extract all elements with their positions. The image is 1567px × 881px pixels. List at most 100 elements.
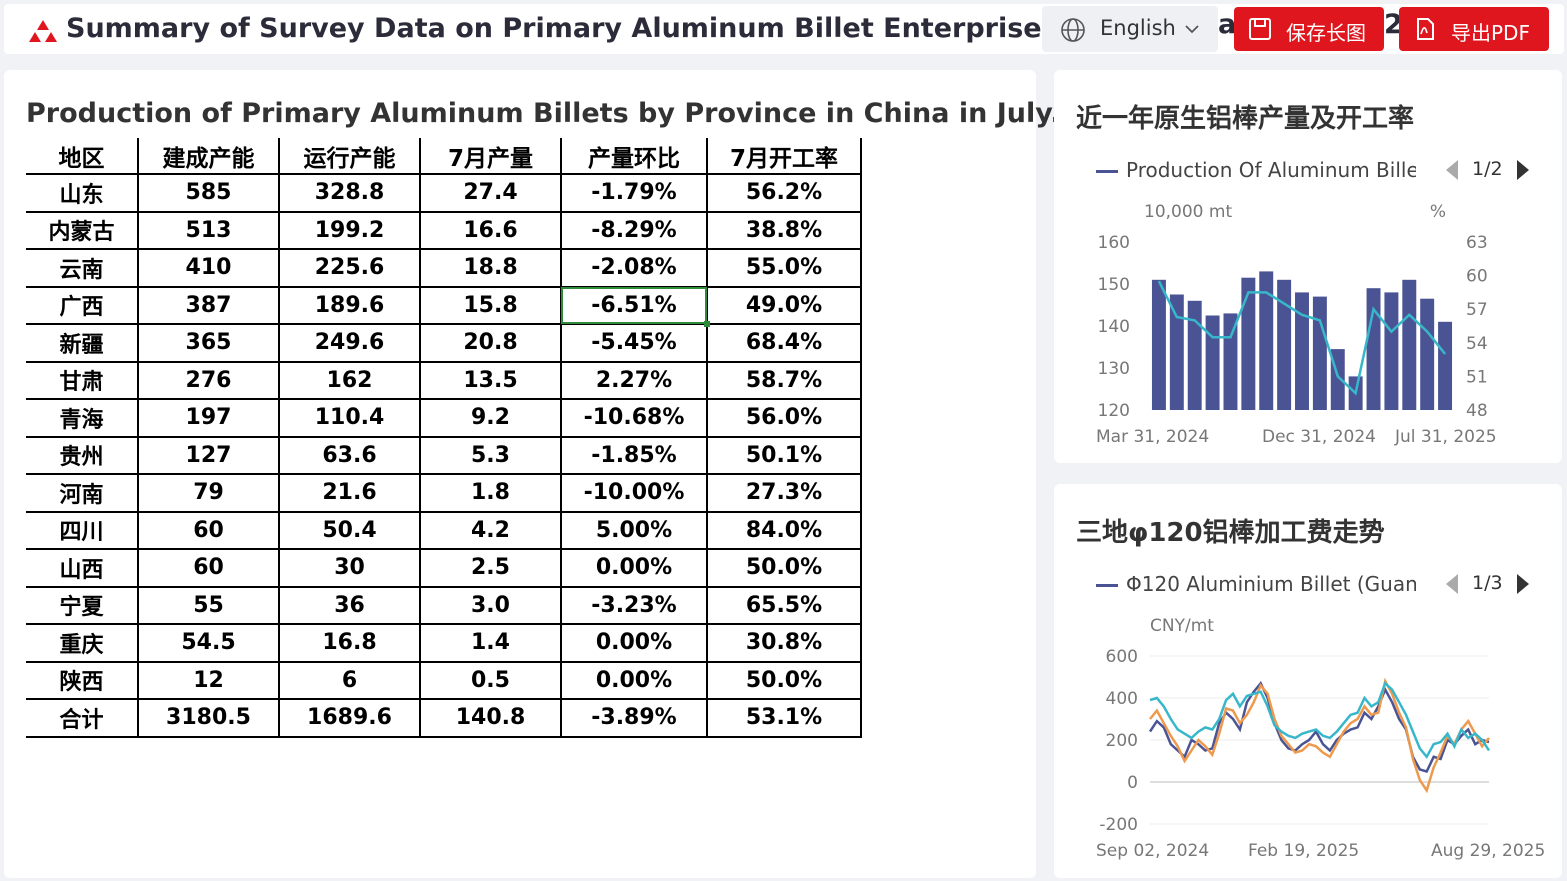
table-cell[interactable]: 276 [138,360,280,399]
table-cell[interactable]: 2.5 [420,548,562,587]
table-cell[interactable]: 56.0% [707,398,862,437]
table-cell[interactable]: 重庆 [26,623,139,662]
table-cell[interactable]: 20.8 [420,323,562,362]
table-cell[interactable]: 27.3% [707,473,862,512]
table-cell[interactable]: 162 [279,360,421,399]
table-cell[interactable]: 3180.5 [138,698,280,738]
table-cell[interactable]: 12 [138,660,280,699]
table-cell[interactable]: 5.00% [561,510,708,549]
table-cell[interactable]: 0.00% [561,623,708,662]
prev-arrow-icon[interactable] [1446,573,1458,594]
table-cell[interactable]: 50.1% [707,435,862,474]
language-selector[interactable]: English [1042,6,1218,52]
table-cell[interactable]: 5.3 [420,435,562,474]
table-cell[interactable]: -3.89% [561,698,708,738]
table-cell[interactable]: 387 [138,285,280,324]
table-cell[interactable]: 15.8 [420,285,562,324]
table-cell[interactable]: 127 [138,435,280,474]
table-cell[interactable]: 合计 [26,698,139,738]
table-cell[interactable]: 0.00% [561,660,708,699]
table-cell[interactable]: 49.0% [707,285,862,324]
table-cell[interactable]: 189.6 [279,285,421,324]
table-cell[interactable]: 13.5 [420,360,562,399]
table-cell[interactable]: 410 [138,248,280,287]
table-cell[interactable]: 1689.6 [279,698,421,738]
table-cell[interactable]: 1.8 [420,473,562,512]
table-cell[interactable]: 60 [138,548,280,587]
table-cell[interactable]: 9.2 [420,398,562,437]
table-cell[interactable]: 16.6 [420,210,562,249]
table-cell[interactable]: 365 [138,323,280,362]
table-cell[interactable]: 56.2% [707,173,862,212]
table-cell[interactable]: 68.4% [707,323,862,362]
table-cell[interactable]: 140.8 [420,698,562,738]
table-cell[interactable]: 16.8 [279,623,421,662]
next-arrow-icon[interactable] [1516,159,1529,180]
table-cell[interactable]: 513 [138,210,280,249]
table-cell[interactable]: 199.2 [279,210,421,249]
table-cell[interactable]: 四川 [26,510,139,549]
table-cell[interactable]: 54.5 [138,623,280,662]
table-cell[interactable]: 2.27% [561,360,708,399]
table-cell[interactable]: 陕西 [26,660,139,699]
table-cell[interactable]: 广西 [26,285,139,324]
table-cell[interactable]: -3.23% [561,585,708,624]
table-cell[interactable]: 53.1% [707,698,862,738]
table-cell[interactable]: 55 [138,585,280,624]
table-cell[interactable]: 38.8% [707,210,862,249]
y-tick-label-left: 120 [1098,401,1130,421]
table-cell[interactable]: 249.6 [279,323,421,362]
table-cell[interactable]: -1.85% [561,435,708,474]
table-cell[interactable]: 36 [279,585,421,624]
table-cell[interactable]: 宁夏 [26,585,139,624]
chart-legend[interactable]: Φ120 Aluminium Billet (Guang [1096,572,1416,596]
table-cell[interactable]: 225.6 [279,248,421,287]
table-cell[interactable]: 110.4 [279,398,421,437]
table-cell[interactable]: 328.8 [279,173,421,212]
table-cell[interactable]: 内蒙古 [26,210,139,249]
table-cell[interactable]: 山西 [26,548,139,587]
table-cell[interactable]: 甘肃 [26,360,139,399]
table-cell[interactable]: 50.0% [707,660,862,699]
table-cell[interactable]: -5.45% [561,323,708,362]
prev-arrow-icon[interactable] [1446,159,1458,180]
table-cell[interactable]: 60 [138,510,280,549]
table-cell[interactable]: 50.0% [707,548,862,587]
table-cell[interactable]: 30 [279,548,421,587]
table-cell[interactable]: 6 [279,660,421,699]
table-cell[interactable]: 新疆 [26,323,139,362]
save-long-image-button[interactable]: 保存长图 [1234,7,1384,51]
table-cell[interactable]: 30.8% [707,623,862,662]
table-cell[interactable]: 山东 [26,173,139,212]
table-cell[interactable]: -1.79% [561,173,708,212]
table-cell[interactable]: 云南 [26,248,139,287]
table-cell[interactable]: 84.0% [707,510,862,549]
table-cell[interactable]: 55.0% [707,248,862,287]
table-cell[interactable]: 0.5 [420,660,562,699]
table-cell[interactable]: 63.6 [279,435,421,474]
table-cell[interactable]: 21.6 [279,473,421,512]
table-cell[interactable]: 79 [138,473,280,512]
table-cell[interactable]: 3.0 [420,585,562,624]
table-cell[interactable]: 27.4 [420,173,562,212]
table-cell[interactable]: -2.08% [561,248,708,287]
table-cell[interactable]: 河南 [26,473,139,512]
table-cell[interactable]: 4.2 [420,510,562,549]
selected-cell[interactable]: -6.51% [561,285,710,327]
table-cell[interactable]: 1.4 [420,623,562,662]
table-cell[interactable]: 65.5% [707,585,862,624]
chart-legend[interactable]: Production Of Aluminum Billet [1096,158,1416,182]
table-cell[interactable]: 18.8 [420,248,562,287]
table-cell[interactable]: -10.00% [561,473,708,512]
table-cell[interactable]: 50.4 [279,510,421,549]
table-cell[interactable]: 58.7% [707,360,862,399]
table-cell[interactable]: 0.00% [561,548,708,587]
next-arrow-icon[interactable] [1516,573,1529,594]
table-cell[interactable]: 585 [138,173,280,212]
table-cell[interactable]: 青海 [26,398,139,437]
table-cell[interactable]: 贵州 [26,435,139,474]
export-pdf-button[interactable]: 导出PDF [1399,7,1549,51]
table-cell[interactable]: 197 [138,398,280,437]
table-cell[interactable]: -8.29% [561,210,708,249]
table-cell[interactable]: -10.68% [561,398,708,437]
